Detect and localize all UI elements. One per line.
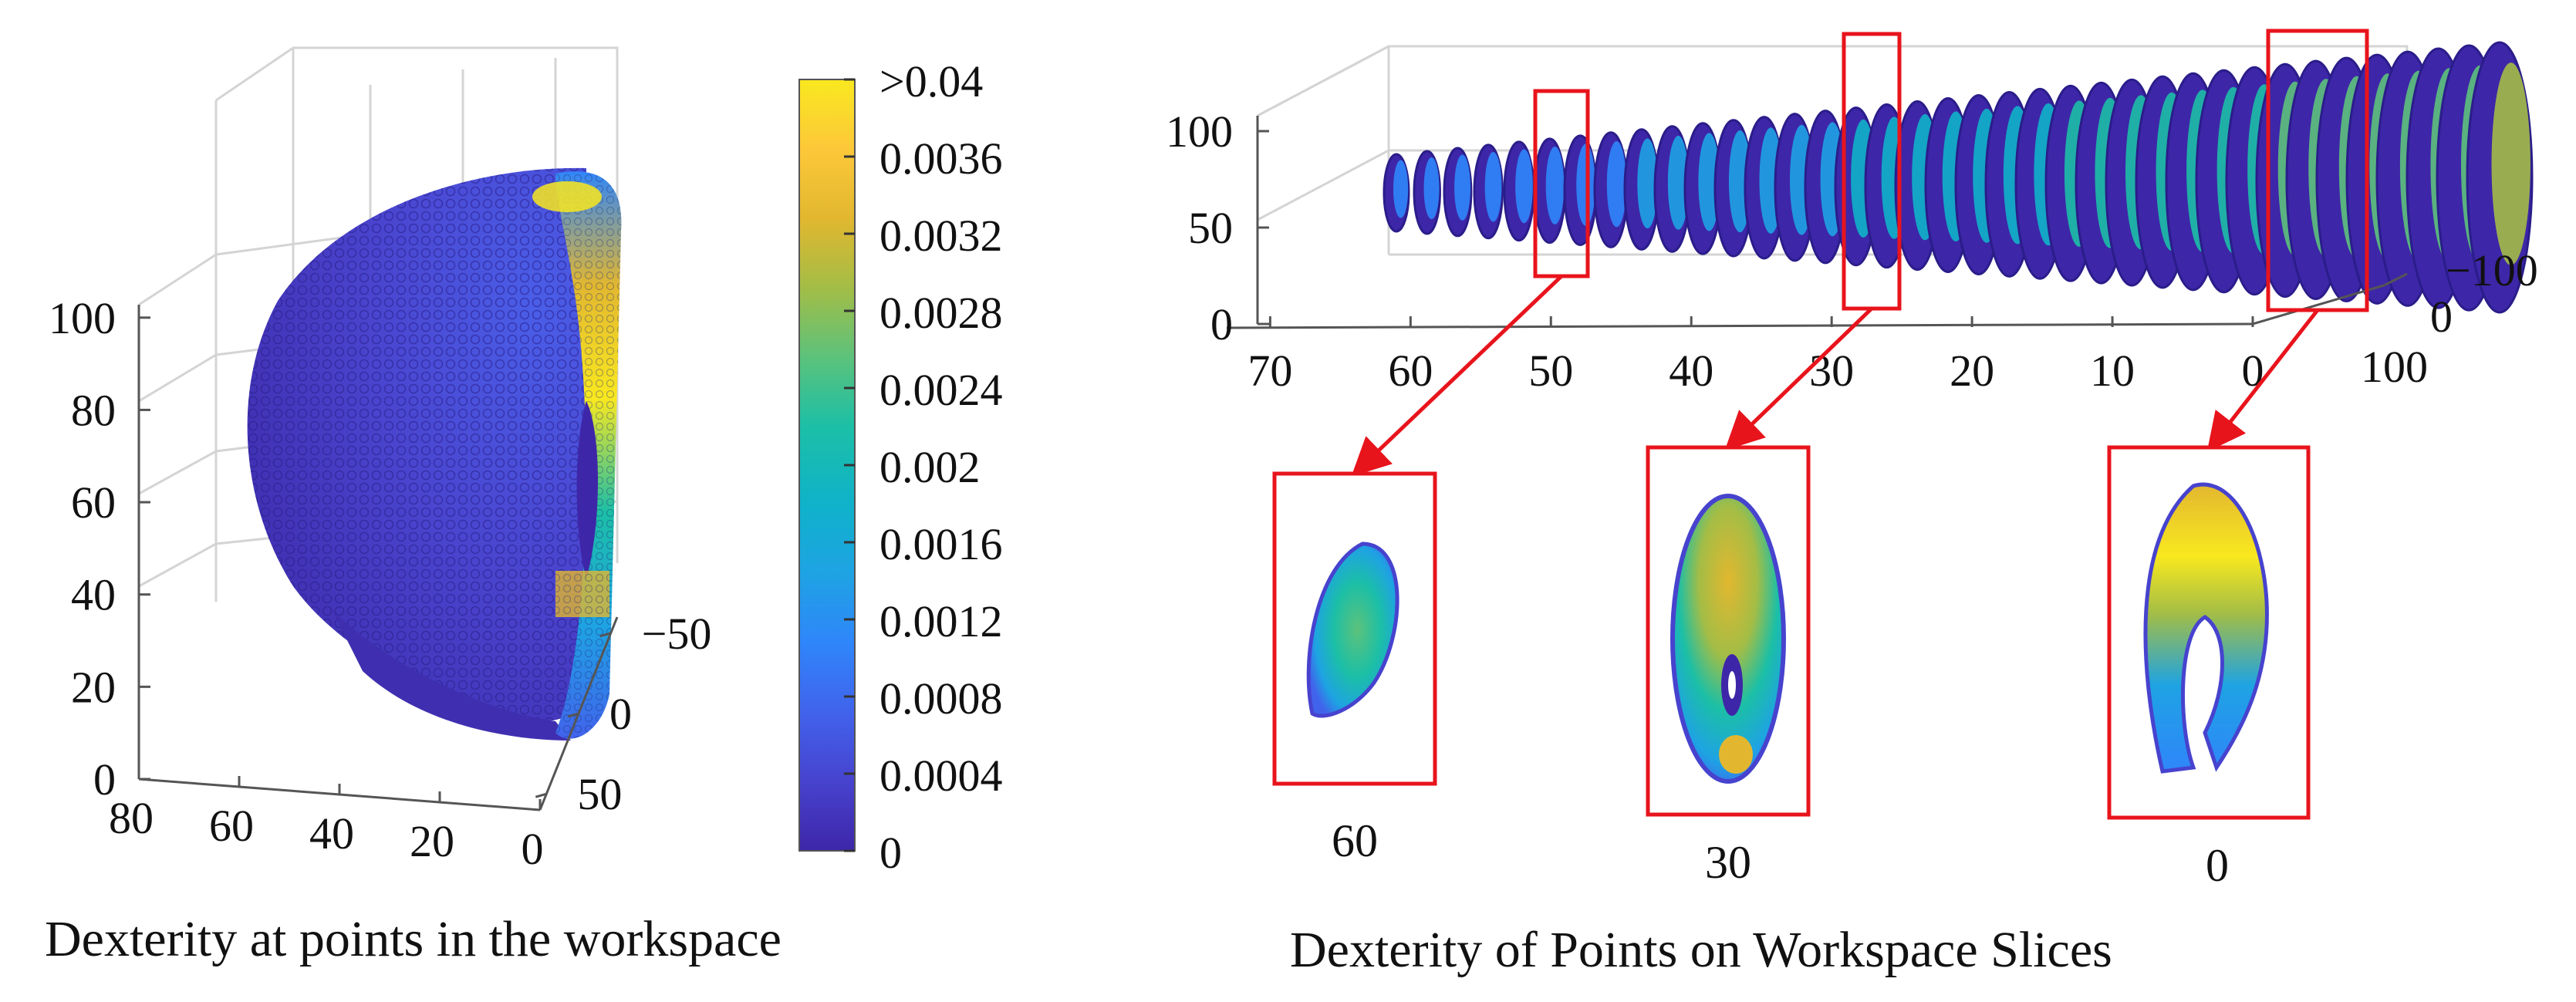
- left-z-axis-ticks: 0 20 40 60 80 100: [49, 293, 150, 805]
- right-y-tick-label: 100: [2361, 342, 2428, 392]
- left-y-tick-mark: [535, 792, 547, 798]
- slice-inset-label: 0: [2206, 840, 2229, 891]
- left-x-tick-label: 0: [522, 824, 544, 874]
- colorbar: >0.04 0.0036 0.0032 0.0028 0.0024 0.002 0.0016…: [798, 56, 1003, 878]
- slice-inset-label: 30: [1705, 837, 1751, 888]
- right-caption: Dexterity of Points on Workspace Slices: [1290, 922, 2112, 978]
- left-x-tick-label: 60: [209, 801, 254, 851]
- workspace-slice-interior: [1698, 133, 1720, 231]
- workspace-slices: [1383, 41, 2534, 314]
- colorbar-ticks: >0.04 0.0036 0.0032 0.0028 0.0024 0.002 0.0016…: [844, 56, 1003, 878]
- slice-bottom-patch: [1719, 735, 1753, 774]
- slice-arrow: [1724, 307, 1873, 450]
- colorbar-tick-label: 0.0004: [879, 751, 1003, 801]
- right-y-tick-label: −100: [2446, 245, 2538, 295]
- left-y-tick-label: 0: [609, 689, 632, 739]
- workspace-slice-interior: [1576, 143, 1595, 226]
- workspace-slice-interior: [1545, 146, 1565, 225]
- right-x-tick-label: 50: [1528, 346, 1573, 396]
- slice-shape: [2143, 482, 2269, 774]
- colorbar-tick-label: 0.0012: [879, 596, 1003, 646]
- workspace-slice-interior: [1667, 135, 1689, 230]
- right-x-axis-ticks: 70 60 50 40 30 20 10 0: [1247, 316, 2264, 396]
- colorbar-tick-label: 0.0024: [879, 365, 1003, 415]
- colorbar-tick-label: 0: [879, 828, 902, 878]
- slice-inset-60: 60: [1272, 471, 1437, 866]
- colorbar-tick-label: 0.002: [879, 442, 981, 492]
- slice-arrow: [2206, 309, 2319, 452]
- slice-hole-core: [1728, 671, 1736, 699]
- colorbar-tick-label: >0.04: [879, 56, 983, 106]
- left-y-tick-label: −50: [642, 609, 712, 659]
- left-z-tick-label: 20: [71, 662, 116, 712]
- workspace-slice-interior: [1423, 157, 1440, 220]
- slice-shape: [1306, 541, 1399, 718]
- workspace-slice-interior: [1637, 138, 1658, 229]
- slice-arrow: [1351, 275, 1563, 477]
- colorbar-tick-label: 0.0016: [879, 519, 1003, 569]
- workspace-slice-interior: [1393, 160, 1409, 218]
- colorbar-tick-label: 0.0028: [879, 288, 1003, 338]
- left-y-tick-mark: [599, 632, 612, 638]
- workspace-slice-interior: [1606, 140, 1627, 228]
- left-x-tick-label: 20: [410, 816, 454, 866]
- right-z-tick-label: 50: [1188, 203, 1233, 253]
- left-x-tick-label: 80: [109, 793, 154, 843]
- left-x-tick-label: 40: [309, 808, 354, 859]
- workspace-lower-bulge: [332, 609, 571, 741]
- left-z-tick-label: 100: [49, 293, 116, 343]
- workspace-inner-cavity: [576, 401, 598, 579]
- right-x-tick-label: 40: [1669, 346, 1713, 396]
- left-y-tick-label: 50: [577, 769, 622, 819]
- left-z-tick-label: 0: [93, 754, 116, 805]
- right-x-tick-label: 0: [2242, 346, 2264, 396]
- right-x-tick-label: 60: [1388, 346, 1433, 396]
- left-y-axis-ticks: −500 50: [535, 609, 711, 819]
- left-y-tick-mark: [567, 712, 579, 718]
- left-caption: Dexterity at points in the workspace: [45, 911, 782, 967]
- right-z-axis-ticks: 0 50 100: [1166, 106, 1269, 349]
- right-x-tick-label: 10: [2090, 346, 2135, 396]
- left-z-tick-label: 60: [71, 477, 116, 528]
- slice-insets: 60 30 0: [1272, 445, 2311, 891]
- workspace-slice-interior: [1515, 149, 1533, 224]
- slice-highlight-boxes: [1351, 29, 2369, 477]
- left-z-tick-label: 40: [71, 570, 116, 620]
- left-z-tick-label: 80: [71, 385, 116, 435]
- slice-shape: [1670, 494, 1786, 784]
- right-z-tick-label: 100: [1166, 106, 1233, 157]
- slice-inset-0: 0: [2107, 445, 2311, 891]
- colorbar-tick-label: 0.0008: [879, 673, 1003, 724]
- slice-inset-label: 60: [1332, 815, 1378, 866]
- slice-inset-30: 30: [1646, 445, 1811, 888]
- colorbar-tick-label: 0.0032: [879, 211, 1003, 261]
- right-x-tick-label: 70: [1247, 346, 1292, 396]
- workspace-top-cap: [532, 181, 602, 212]
- right-x-tick-label: 30: [1809, 346, 1854, 396]
- right-plot-axes: [1226, 116, 2408, 329]
- workspace-slice-interior: [1454, 154, 1471, 221]
- right-x-tick-label: 20: [1950, 346, 1994, 396]
- workspace-slice-interior: [1484, 151, 1502, 222]
- right-y-tick-label: 0: [2430, 292, 2453, 342]
- colorbar-tick-label: 0.0036: [879, 133, 1003, 184]
- right-z-tick-label: 0: [1210, 299, 1233, 349]
- left-x-axis-ticks: 80 60 40 20 0: [109, 768, 544, 874]
- workspace-slice-interior: [2491, 62, 2530, 265]
